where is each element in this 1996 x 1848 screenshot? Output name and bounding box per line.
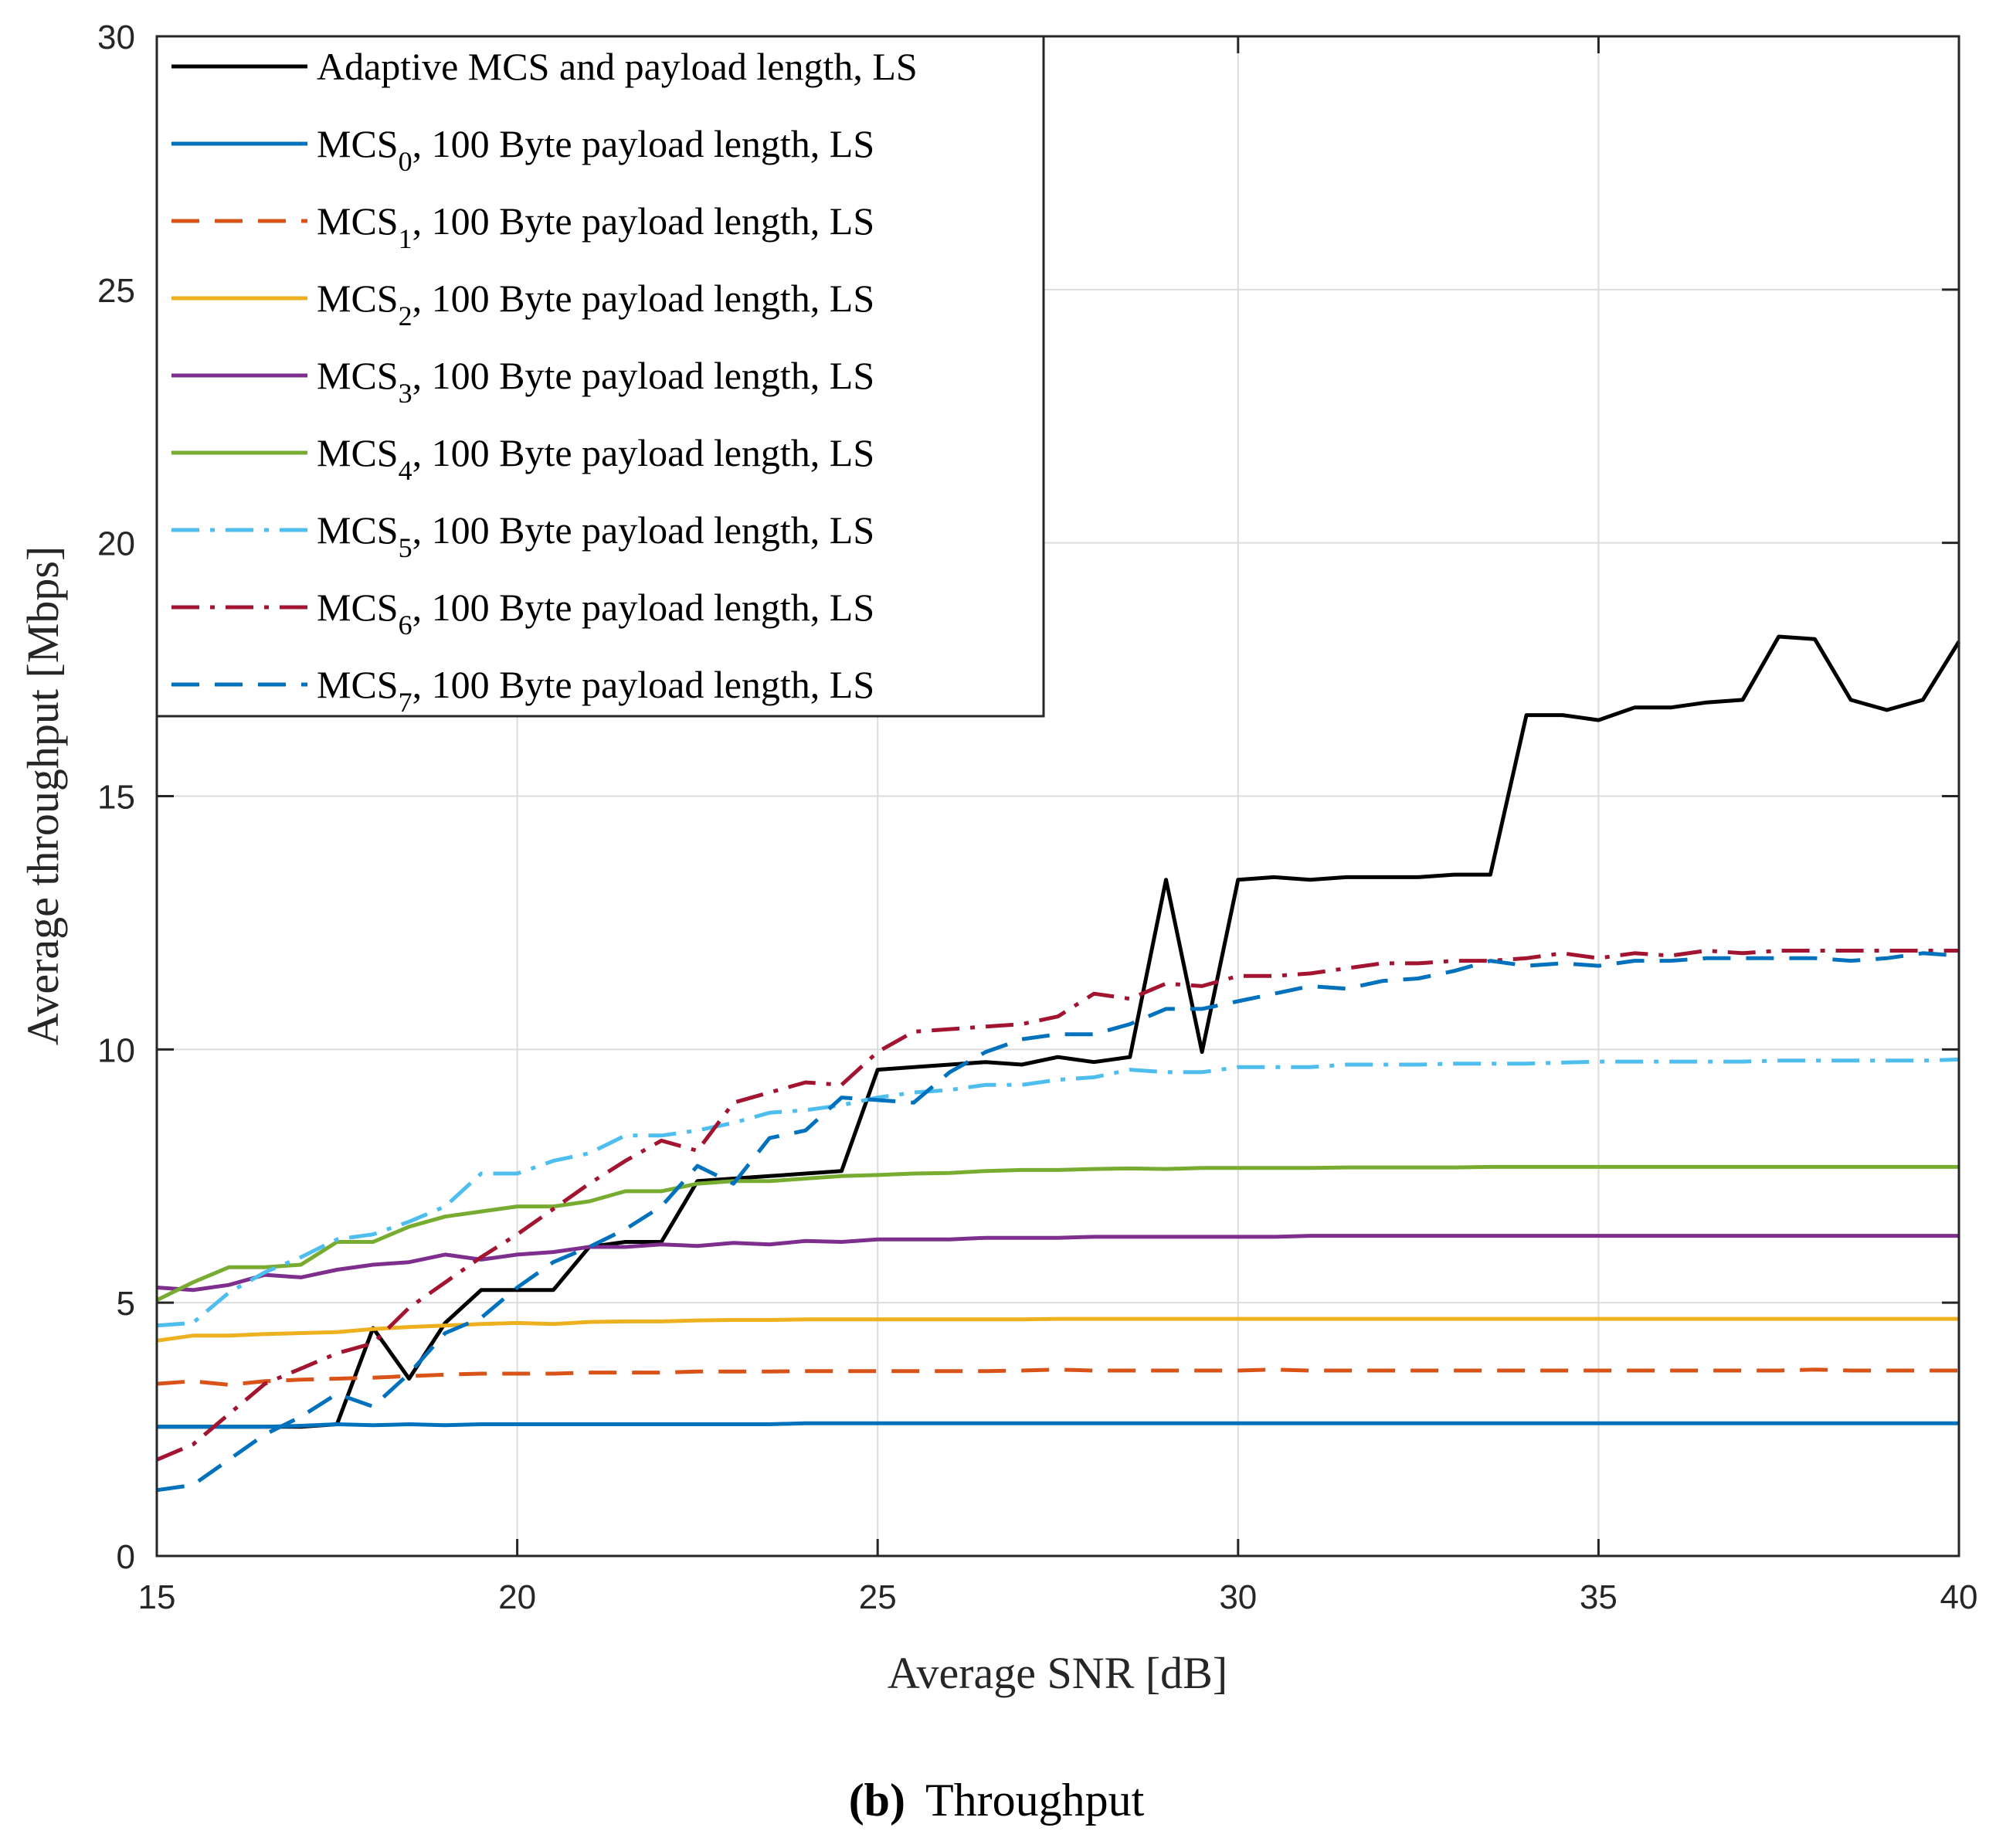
legend-label: MCS0, 100 Byte payload length, LS <box>317 122 874 177</box>
legend-item-1: MCS0, 100 Byte payload length, LS <box>171 122 874 177</box>
legend-label: MCS2, 100 Byte payload length, LS <box>317 277 874 331</box>
y-tick-label: 5 <box>117 1285 135 1323</box>
y-tick-label: 30 <box>97 19 135 56</box>
legend-item-6: MCS5, 100 Byte payload length, LS <box>171 508 874 563</box>
x-axis-title: Average SNR [dB] <box>888 1648 1227 1698</box>
y-tick-label: 0 <box>117 1538 135 1576</box>
x-tick-label: 40 <box>1940 1578 1978 1616</box>
legend-label: Adaptive MCS and payload length, LS <box>317 45 918 88</box>
series-line-3 <box>156 1316 1959 1343</box>
series-line-1 <box>157 1421 1959 1429</box>
legend-label: MCS4, 100 Byte payload length, LS <box>317 431 874 486</box>
series-line-5 <box>155 1164 1959 1303</box>
series-line-6 <box>156 1057 1960 1328</box>
series-line-0 <box>157 634 1961 1429</box>
x-tick-label: 30 <box>1219 1578 1257 1616</box>
x-tick-label: 35 <box>1580 1578 1618 1616</box>
figure-caption: (b) Throughput <box>849 1775 1145 1826</box>
legend-label: MCS3, 100 Byte payload length, LS <box>317 354 874 409</box>
legend-label: MCS1, 100 Byte payload length, LS <box>317 199 874 254</box>
axis-ticks: 15 20 25 30 35 40 0 5 10 15 20 25 30 <box>97 19 1977 1616</box>
x-tick-label: 20 <box>498 1578 536 1616</box>
series-line-7 <box>156 949 1959 1462</box>
legend-item-5: MCS4, 100 Byte payload length, LS <box>171 431 874 486</box>
caption-label: (b) <box>849 1775 905 1826</box>
svg-text:(b) Throughput: (b) Throughput <box>849 1775 1145 1826</box>
x-tick-label: 25 <box>859 1578 897 1616</box>
y-axis-title: Average throughput [Mbps] <box>18 546 68 1045</box>
legend-item-4: MCS3, 100 Byte payload length, LS <box>171 354 874 409</box>
y-tick-label: 15 <box>97 779 135 817</box>
series-lines <box>155 634 1961 1493</box>
legend: Adaptive MCS and payload length, LS MCS0,… <box>155 35 1045 718</box>
caption-text: Throughput <box>925 1775 1145 1826</box>
legend-item-0: Adaptive MCS and payload length, LS <box>171 45 918 88</box>
series-line-4 <box>156 1234 1959 1293</box>
x-tick-label: 15 <box>138 1578 176 1616</box>
y-tick-label: 25 <box>97 272 135 310</box>
legend-item-3: MCS2, 100 Byte payload length, LS <box>171 277 874 331</box>
legend-item-8: MCS7, 100 Byte payload length, LS <box>171 663 874 718</box>
legend-label: MCS7, 100 Byte payload length, LS <box>317 663 874 718</box>
y-tick-label: 20 <box>97 525 135 563</box>
legend-item-7: MCS6, 100 Byte payload length, LS <box>171 586 874 640</box>
legend-label: MCS6, 100 Byte payload length, LS <box>317 586 874 640</box>
axis-labels: Average SNR [dB] Average throughput [Mbp… <box>18 546 1227 1698</box>
legend-item-2: MCS1, 100 Byte payload length, LS <box>171 199 874 254</box>
y-tick-label: 10 <box>97 1031 135 1069</box>
series-line-8 <box>156 951 1960 1493</box>
legend-label: MCS5, 100 Byte payload length, LS <box>317 508 874 563</box>
